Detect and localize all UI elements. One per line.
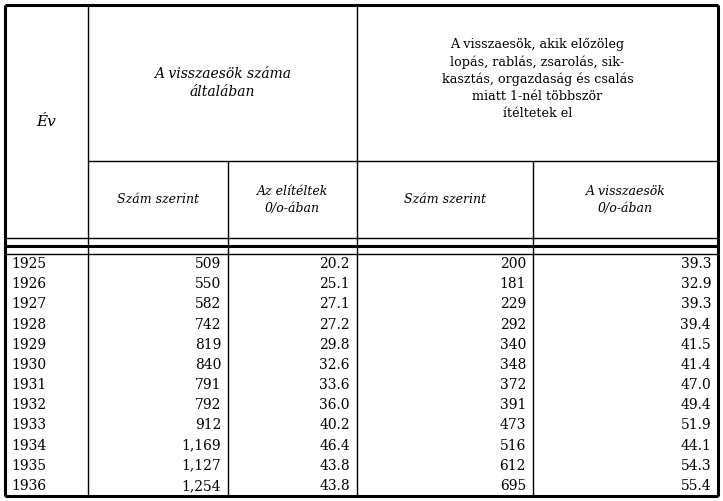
Text: 1925: 1925 xyxy=(11,257,46,271)
Text: 27.1: 27.1 xyxy=(320,298,350,312)
Text: 32.6: 32.6 xyxy=(320,358,350,372)
Text: A visszaesök
0/o-ában: A visszaesök 0/o-ában xyxy=(586,184,665,214)
Text: 391: 391 xyxy=(500,398,526,412)
Text: 43.8: 43.8 xyxy=(320,479,350,493)
Text: 791: 791 xyxy=(194,378,221,392)
Text: 36.0: 36.0 xyxy=(320,398,350,412)
Text: 742: 742 xyxy=(194,318,221,332)
Text: 33.6: 33.6 xyxy=(320,378,350,392)
Text: 39.3: 39.3 xyxy=(680,298,711,312)
Text: 1928: 1928 xyxy=(11,318,46,332)
Text: 292: 292 xyxy=(500,318,526,332)
Text: 200: 200 xyxy=(500,257,526,271)
Text: Szám szerint: Szám szerint xyxy=(117,193,199,206)
Text: 41.5: 41.5 xyxy=(680,338,711,352)
Text: 229: 229 xyxy=(500,298,526,312)
Text: 1935: 1935 xyxy=(11,459,46,473)
Text: 39.4: 39.4 xyxy=(680,318,711,332)
Text: 49.4: 49.4 xyxy=(680,398,711,412)
Text: 612: 612 xyxy=(500,459,526,473)
Text: 181: 181 xyxy=(500,277,526,291)
Text: Év: Év xyxy=(37,115,56,128)
Text: 516: 516 xyxy=(500,438,526,452)
Text: 1926: 1926 xyxy=(11,277,46,291)
Text: 27.2: 27.2 xyxy=(320,318,350,332)
Text: Az elítéltek
0/o-ában: Az elítéltek 0/o-ában xyxy=(257,184,328,214)
Text: 1927: 1927 xyxy=(11,298,46,312)
Text: 1936: 1936 xyxy=(11,479,46,493)
Text: 792: 792 xyxy=(194,398,221,412)
Text: 20.2: 20.2 xyxy=(320,257,350,271)
Text: 47.0: 47.0 xyxy=(680,378,711,392)
Text: 29.8: 29.8 xyxy=(320,338,350,352)
Text: Szám szerint: Szám szerint xyxy=(404,193,486,206)
Text: 46.4: 46.4 xyxy=(320,438,350,452)
Text: 41.4: 41.4 xyxy=(680,358,711,372)
Text: 54.3: 54.3 xyxy=(680,459,711,473)
Text: 473: 473 xyxy=(500,418,526,432)
Text: 819: 819 xyxy=(194,338,221,352)
Text: 1933: 1933 xyxy=(11,418,46,432)
Text: 1,127: 1,127 xyxy=(181,459,221,473)
Text: 372: 372 xyxy=(500,378,526,392)
Text: 39.3: 39.3 xyxy=(680,257,711,271)
Text: 1930: 1930 xyxy=(11,358,46,372)
Text: A visszaesök száma
általában: A visszaesök száma általában xyxy=(154,67,291,99)
Text: 32.9: 32.9 xyxy=(680,277,711,291)
Text: 25.1: 25.1 xyxy=(320,277,350,291)
Text: 1934: 1934 xyxy=(11,438,46,452)
Text: 1931: 1931 xyxy=(11,378,46,392)
Text: 44.1: 44.1 xyxy=(680,438,711,452)
Text: 1929: 1929 xyxy=(11,338,46,352)
Text: 43.8: 43.8 xyxy=(320,459,350,473)
Text: 840: 840 xyxy=(194,358,221,372)
Text: 1,169: 1,169 xyxy=(181,438,221,452)
Text: 1,254: 1,254 xyxy=(181,479,221,493)
Text: 509: 509 xyxy=(194,257,221,271)
Text: 348: 348 xyxy=(500,358,526,372)
Text: 912: 912 xyxy=(194,418,221,432)
Text: 695: 695 xyxy=(500,479,526,493)
Text: 1932: 1932 xyxy=(11,398,46,412)
Text: A visszaesök, akik előzöleg
lopás, rablás, zsarolás, sik-
kasztás, orgazdaság és: A visszaesök, akik előzöleg lopás, rablá… xyxy=(442,38,633,120)
Text: 55.4: 55.4 xyxy=(680,479,711,493)
Text: 40.2: 40.2 xyxy=(320,418,350,432)
Text: 340: 340 xyxy=(500,338,526,352)
Text: 582: 582 xyxy=(194,298,221,312)
Text: 550: 550 xyxy=(194,277,221,291)
Text: 51.9: 51.9 xyxy=(680,418,711,432)
